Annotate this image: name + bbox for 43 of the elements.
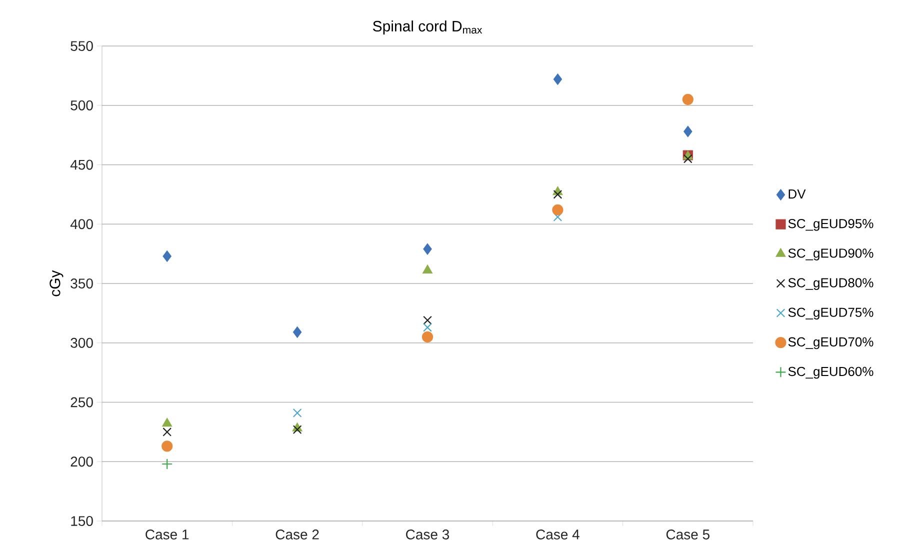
chart-title: Spinal cord D$_{max}$	[372, 20, 482, 34]
point	[683, 154, 692, 164]
point	[553, 212, 562, 222]
legend-label: DV	[788, 190, 806, 198]
y-tick-label: 550	[70, 41, 93, 51]
legend-label: SC_gEUD90%	[788, 248, 874, 260]
point	[162, 428, 172, 436]
y-tick-label: 350	[70, 278, 93, 288]
point	[423, 323, 432, 332]
point	[552, 204, 564, 216]
point	[292, 408, 302, 418]
point	[423, 316, 432, 325]
x-tick-label: Case 3	[406, 530, 450, 540]
point	[684, 126, 692, 138]
y-tick-label: 150	[71, 516, 93, 526]
legend-label: SC_gEUD95%	[788, 218, 874, 231]
point	[293, 326, 302, 338]
y-tick-label: 250	[70, 397, 93, 408]
x-tick-label: Case 5	[666, 530, 710, 540]
y-tick-label: 500	[70, 100, 93, 110]
x-tick-label: Case 4	[536, 530, 580, 540]
point	[292, 425, 302, 434]
legend-label: SC_gEUD60%	[788, 366, 874, 379]
point	[162, 458, 173, 470]
legend-label: SC_gEUD70%	[788, 337, 874, 350]
point	[162, 418, 172, 427]
point	[162, 250, 172, 262]
point	[553, 74, 562, 85]
x-tick-label: Case 2	[276, 530, 319, 540]
point	[423, 244, 432, 255]
x-tick-label: Case 1	[146, 530, 189, 540]
point	[422, 331, 434, 342]
point	[553, 190, 562, 199]
point	[682, 94, 694, 105]
point	[422, 264, 432, 274]
y-tick-label: 300	[70, 338, 93, 348]
y-tick-label: 400	[70, 219, 93, 230]
y-axis-title: cGy	[50, 270, 64, 296]
y-tick-label: 450	[70, 160, 93, 170]
legend-label: SC_gEUD75%	[788, 308, 874, 320]
legend-label: SC_gEUD80%	[788, 278, 874, 290]
point	[162, 440, 173, 452]
y-tick-label: 200	[70, 456, 93, 467]
